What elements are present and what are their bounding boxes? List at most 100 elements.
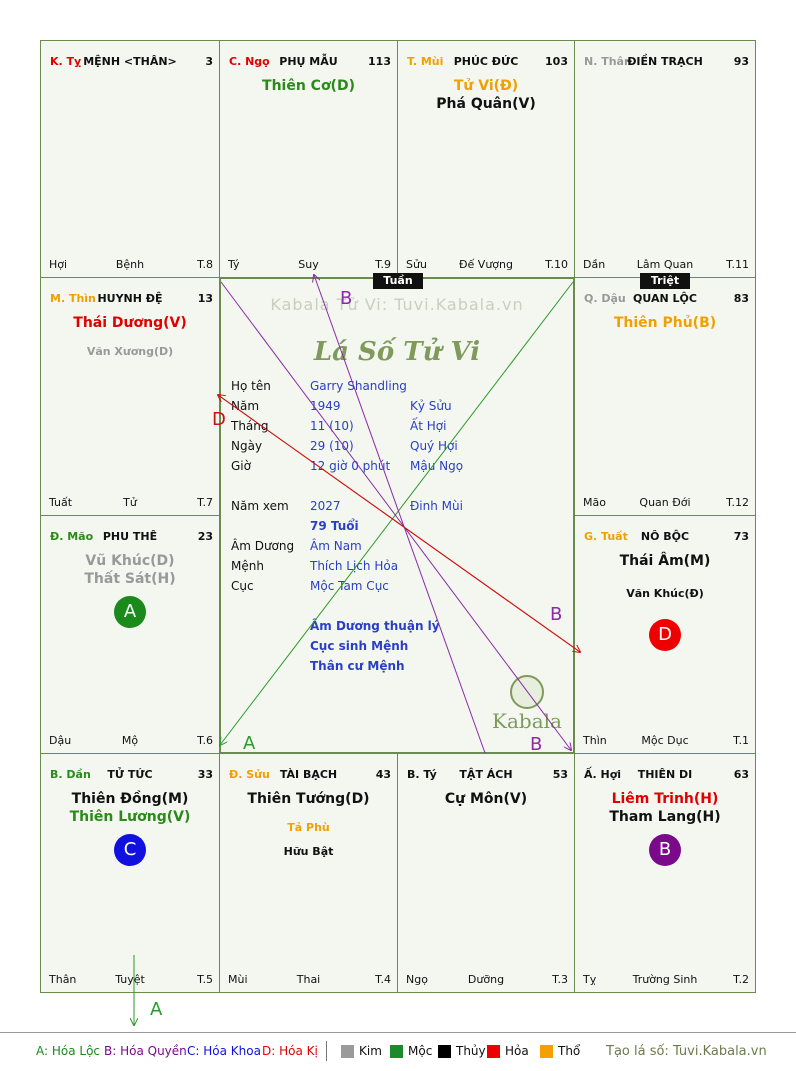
palace-number: 103	[545, 55, 568, 68]
palace-can: Đ. Sửu	[229, 768, 270, 781]
legend-bar: A: Hóa Lộc B: Hóa Quyền C: Hóa Khoa D: Hóa …	[0, 1032, 796, 1071]
tree-icon	[510, 675, 544, 709]
palace-cell: G. Tuất NÔ BỘC 73 Thái Âm(M) Văn Khúc(Đ) D Thì…	[574, 515, 756, 754]
palace-name: TỬ TỨC	[107, 768, 153, 781]
legend-element-label: Thổ	[558, 1044, 581, 1058]
minor-star: Tả Phù	[287, 821, 330, 834]
hoa-badge: A	[114, 596, 146, 628]
major-star: Thất Sát(H)	[84, 571, 176, 587]
chart-note: Thân cư Mệnh	[310, 659, 405, 673]
palace-limit: T.1	[733, 734, 749, 747]
minor-star: Văn Khúc(Đ)	[626, 587, 704, 600]
row-label: Giờ	[231, 459, 251, 473]
row-label: Tháng	[231, 419, 269, 433]
tuan-tag: Tuần	[373, 273, 423, 289]
row-value: Mộc Tam Cục	[310, 579, 389, 593]
palace-branch: Dần	[583, 258, 606, 271]
legend-swatch	[341, 1045, 354, 1058]
row-label: Năm xem	[231, 499, 289, 513]
palace-name: PHÚC ĐỨC	[453, 55, 519, 68]
palace-limit: T.11	[726, 258, 749, 271]
palace-limit: T.9	[375, 258, 391, 271]
palace-branch: Tuất	[49, 496, 73, 509]
palace-cell: N. Thân ĐIỀN TRẠCH 93 Dần Lâm Quan T.11	[574, 40, 756, 278]
major-star: Liêm Trinh(H)	[611, 791, 719, 807]
triet-tag: Triệt	[640, 273, 690, 289]
row-value: Thích Lịch Hỏa	[310, 559, 399, 573]
palace-limit: T.2	[733, 973, 749, 986]
palace-can: Q. Dậu	[584, 292, 626, 305]
palace-branch: Thìn	[583, 734, 607, 747]
palace-name: NÔ BỘC	[640, 530, 690, 543]
legend-element-label: Thủy	[456, 1044, 486, 1058]
chart-logo-title: Lá Số Tử Vi	[313, 337, 481, 367]
palace-branch: Hợi	[49, 258, 68, 271]
palace-limit: T.10	[545, 258, 568, 271]
palace-phase: Quan Đới	[639, 496, 691, 509]
palace-phase: Đế Vượng	[459, 258, 513, 271]
legend-credit: Tạo lá số: Tuvi.Kabala.vn	[606, 1044, 767, 1059]
palace-number: 23	[197, 530, 213, 543]
chart-note: Cục sinh Mệnh	[310, 639, 409, 653]
palace-branch: Tý	[228, 258, 240, 271]
legend-swatch	[487, 1045, 500, 1058]
palace-cell: C. Ngọ PHỤ MẪU 113 Thiên Cơ(D) Tý Suy T.9	[219, 40, 398, 278]
palace-can: T. Mùi	[407, 55, 444, 68]
row-value-2: Ất Hợi	[410, 419, 447, 433]
palace-cell: K. Tỵ MỆNH <THÂN> 3 Hợi Bệnh T.8	[40, 40, 220, 278]
row-value: Âm Nam	[310, 539, 362, 553]
palace-phase: Dưỡng	[467, 973, 505, 986]
palace-can: N. Thân	[584, 55, 632, 68]
row-value: 29 (10)	[310, 439, 354, 453]
arrow-label-a2: A	[150, 999, 163, 1020]
legend-swatch	[540, 1045, 553, 1058]
major-star: Thiên Tướng(D)	[247, 791, 370, 807]
palace-name: THIÊN DI	[637, 768, 693, 781]
palace-name: QUAN LỘC	[633, 292, 697, 305]
palace-branch: Thân	[49, 973, 77, 986]
palace-branch: Ngọ	[406, 973, 428, 986]
palace-phase: Mộc Dục	[641, 734, 689, 747]
palace-name: PHỤ MẪU	[279, 55, 338, 68]
minor-star: Văn Xương(D)	[86, 345, 174, 358]
row-label: Cục	[231, 579, 254, 593]
row-label: Âm Dương	[231, 539, 295, 553]
palace-limit: T.3	[552, 973, 568, 986]
palace-branch: Sửu	[406, 258, 427, 271]
legend-item: D: Hóa Kị	[262, 1044, 318, 1058]
palace-limit: T.4	[375, 973, 391, 986]
palace-cell: B. Dần TỬ TỨC 33 Thiên Đồng(M) Thiên Lương(V…	[40, 753, 220, 993]
palace-number: 13	[197, 292, 213, 305]
hoa-badge: D	[649, 619, 681, 651]
palace-limit: T.12	[726, 496, 749, 509]
palace-can: B. Dần	[50, 768, 91, 781]
palace-number: 73	[733, 530, 749, 543]
palace-cell: Đ. Mão PHU THÊ 23 Vũ Khúc(D) Thất Sát(H) A Dậu…	[40, 515, 220, 754]
row-value-2: Kỷ Sửu	[410, 399, 452, 413]
center-panel: Kabala Tử Vi: Tuvi.Kabala.vn Lá Số Tử Vi…	[220, 278, 574, 753]
major-star: Tử Vi(Đ)	[453, 78, 519, 94]
row-value-2: Đinh Mùi	[410, 499, 463, 513]
legend-swatch	[390, 1045, 403, 1058]
palace-cell: Ấ. Hợi THIÊN DI 63 Liêm Trinh(H) Tham Lang(H…	[574, 753, 756, 993]
palace-number: 3	[205, 55, 213, 68]
palace-number: 43	[375, 768, 391, 781]
palace-phase: Trường Sinh	[632, 973, 698, 986]
major-star: Thái Âm(M)	[619, 553, 711, 569]
major-star: Thái Dương(V)	[73, 315, 187, 331]
legend-element-label: Kim	[359, 1044, 382, 1058]
row-label: Năm	[231, 399, 260, 413]
palace-number: 33	[197, 768, 213, 781]
palace-phase: Bệnh	[115, 258, 145, 271]
palace-cell: B. Tý TẬT ÁCH 53 Cự Môn(V) Ngọ Dưỡng T.3	[397, 753, 575, 993]
site-watermark: Kabala Tử Vi: Tuvi.Kabala.vn	[270, 295, 524, 314]
palace-phase: Lâm Quan	[636, 258, 694, 271]
palace-cell: Đ. Sửu TÀI BẠCH 43 Thiên Tướng(D) Tả Phù Hữu …	[219, 753, 398, 993]
row-value: 2027	[310, 499, 341, 513]
palace-name: HUYNH ĐỆ	[97, 292, 163, 305]
palace-phase: Thai	[296, 973, 321, 986]
major-star: Thiên Đồng(M)	[71, 791, 189, 807]
palace-name: TÀI BẠCH	[279, 768, 338, 781]
palace-can: B. Tý	[407, 768, 437, 781]
hoa-badge: B	[649, 834, 681, 866]
